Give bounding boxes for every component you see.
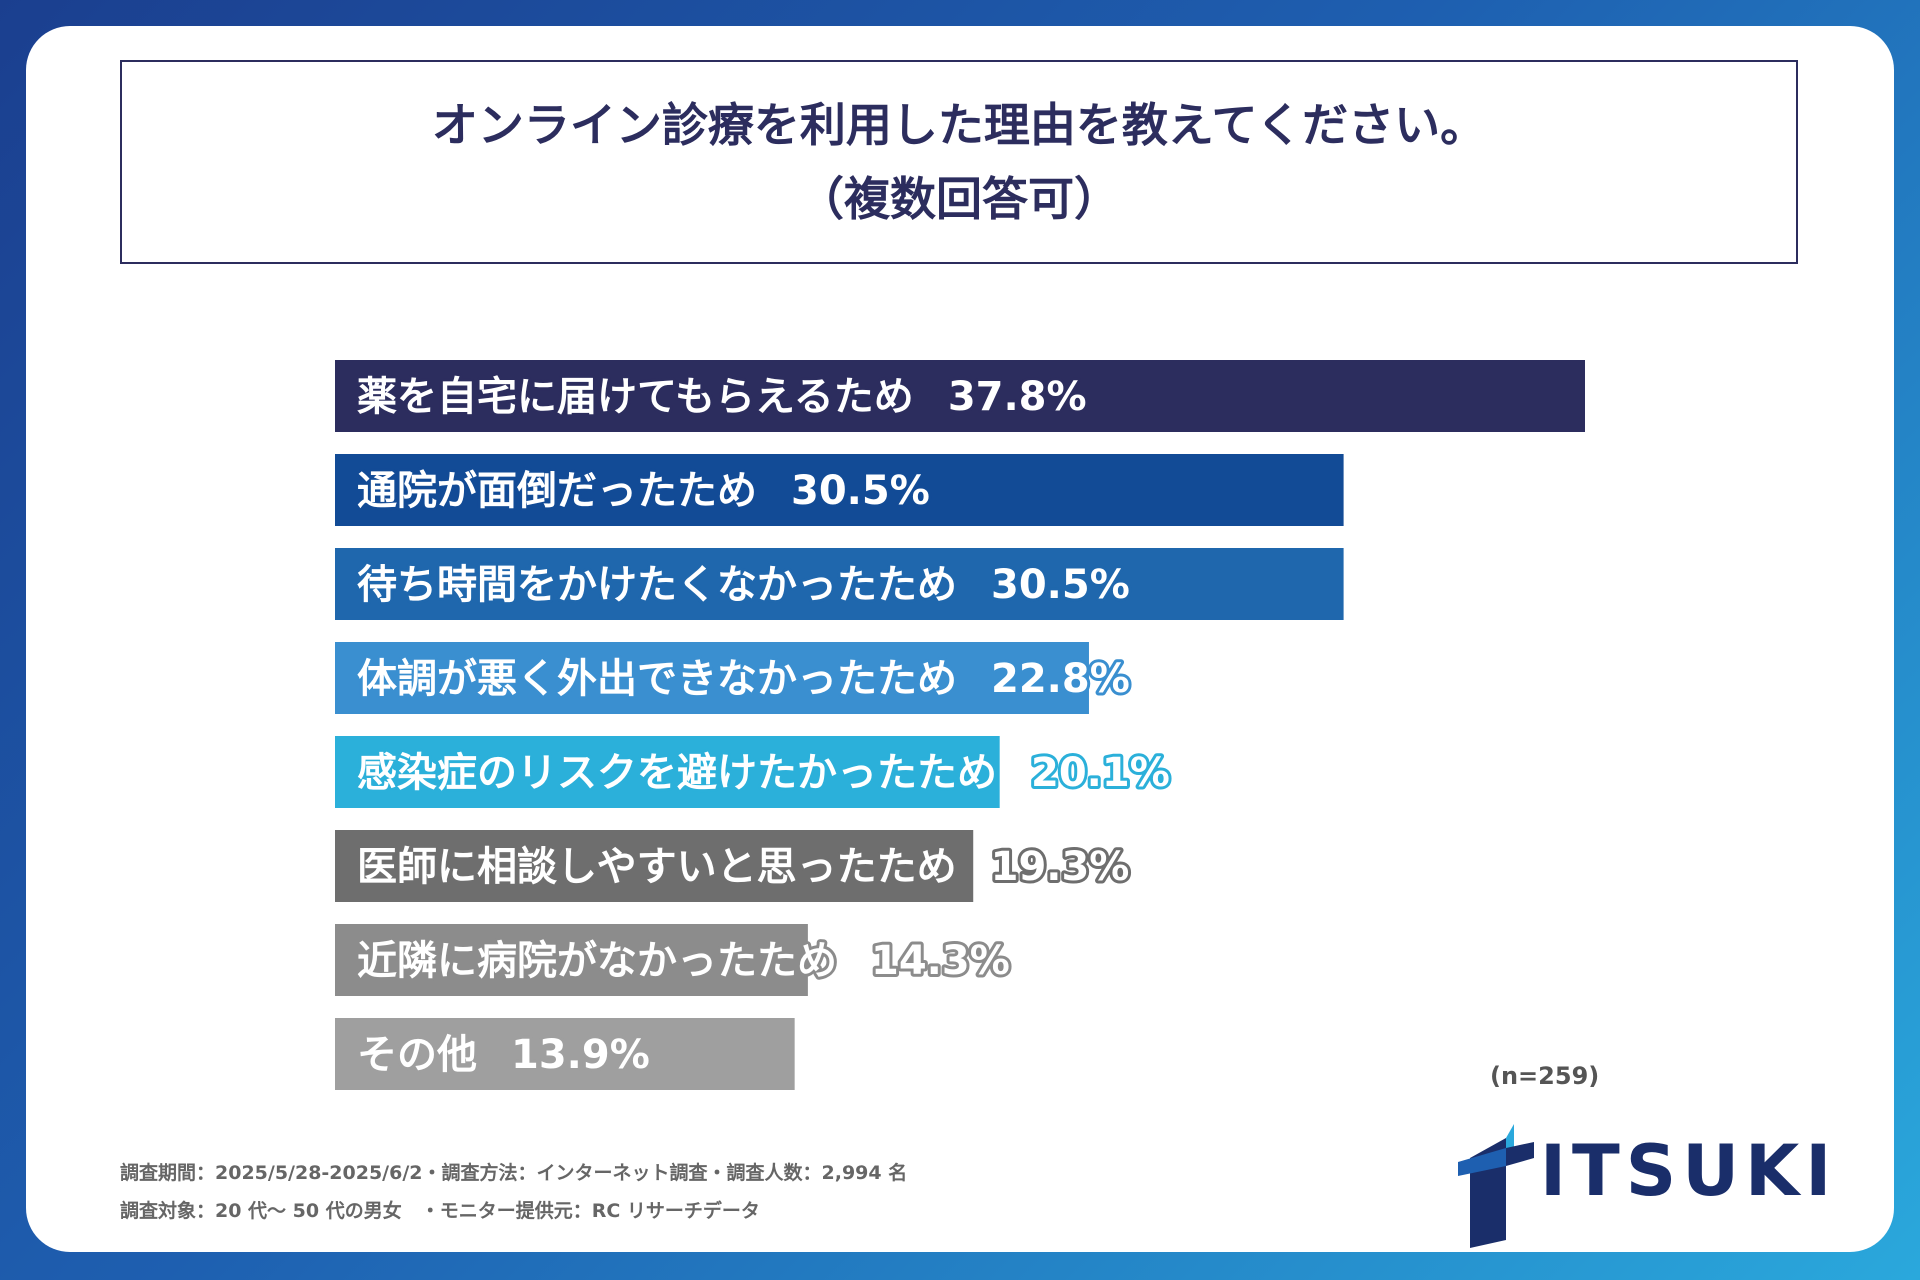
- survey-footnote-line1: 調査期間：2025/5/28-2025/6/2・調査方法：インターネット調査・調…: [120, 1162, 908, 1184]
- bar-label-7: 近隣に病院がなかったため 14.3%: [357, 938, 1010, 984]
- bar-label-1: 薬を自宅に届けてもらえるため 37.8%: [357, 374, 1087, 420]
- bar-category-label: 医師に相談しやすいと思ったため: [357, 844, 957, 890]
- bar-3: [335, 548, 1344, 620]
- bar-value-label: 19.3%: [991, 844, 1130, 890]
- bar-category-label: 薬を自宅に届けてもらえるため: [357, 374, 914, 420]
- bar-5: [335, 736, 1000, 808]
- bar-label-3: 待ち時間をかけたくなかったため 30.5%: [357, 562, 1130, 608]
- bar-value-label: 37.8%: [948, 374, 1087, 420]
- survey-footnote-line2: 調査対象：20 代～ 50 代の男女 ・モニター提供元：RC リサーチデータ: [120, 1200, 760, 1222]
- chart-title: オンライン診療を利用した理由を教えてください。: [431, 98, 1487, 152]
- bar-category-label: 近隣に病院がなかったため: [357, 938, 837, 984]
- bar-category-label: 待ち時間をかけたくなかったため: [357, 562, 957, 608]
- bar-1: [335, 360, 1585, 432]
- bar-value-label: 20.1%: [1031, 750, 1170, 796]
- bar-7: [335, 924, 808, 996]
- bar-4: [335, 642, 1089, 714]
- sample-size-label: (n=259): [1490, 1062, 1600, 1090]
- title-box: オンライン診療を利用した理由を教えてください。 （複数回答可）: [120, 60, 1798, 264]
- logo-wordmark: ITSUKI: [1540, 1130, 1838, 1212]
- bar-8: [335, 1018, 795, 1090]
- bar-category-label: その他: [357, 1032, 477, 1078]
- bar-category-label: 感染症のリスクを避けたかったため: [357, 750, 997, 796]
- bar-label-4: 体調が悪く外出できなかったため 22.8%: [357, 656, 1130, 702]
- bar-value-label: 13.9%: [511, 1032, 650, 1078]
- bar-value-label: 14.3%: [871, 938, 1010, 984]
- bar-6: [335, 830, 974, 902]
- bar-label-8: その他 13.9%: [357, 1032, 650, 1078]
- chart-subtitle: （複数回答可）: [798, 172, 1120, 226]
- bar-label-5: 感染症のリスクを避けたかったため 20.1%: [357, 750, 1170, 796]
- bar-value-label: 22.8%: [991, 656, 1130, 702]
- bar-value-label: 30.5%: [991, 562, 1130, 608]
- bar-2: [335, 454, 1344, 526]
- bar-category-label: 体調が悪く外出できなかったため: [357, 656, 957, 702]
- itsuki-logo: ITSUKI: [1444, 1118, 1831, 1248]
- logo-mark-icon: [1458, 1124, 1534, 1248]
- bar-value-label: 30.5%: [791, 468, 930, 514]
- bar-label-2: 通院が面倒だったため 30.5%: [357, 468, 930, 514]
- bar-category-label: 通院が面倒だったため: [357, 468, 757, 514]
- bar-label-6: 医師に相談しやすいと思ったため 19.3%: [357, 844, 1129, 890]
